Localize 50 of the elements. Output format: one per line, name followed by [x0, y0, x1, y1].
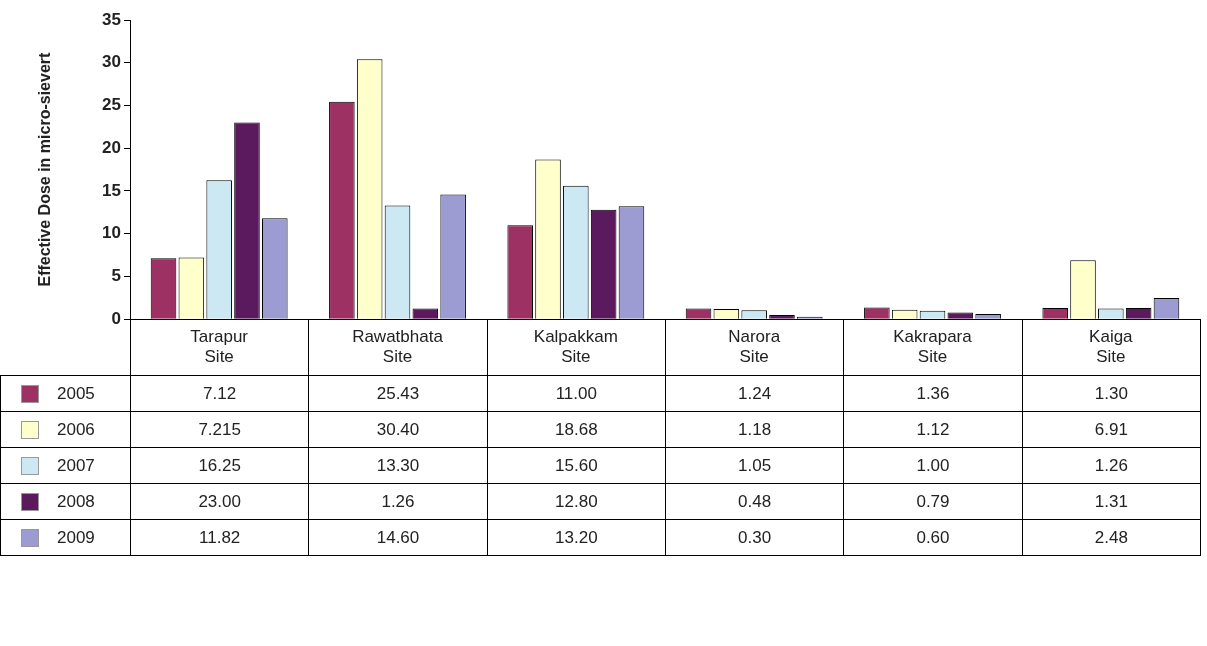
data-label: 6.91: [1022, 411, 1201, 448]
y-tick-label: 20: [102, 137, 121, 157]
x-tick-label: Narora Site: [728, 327, 781, 367]
data-label: 1.05: [665, 447, 844, 484]
data-label: 12.80: [487, 483, 666, 520]
x-tick-label: Kalpakkam Site: [533, 327, 618, 367]
data-label: 1.00: [843, 447, 1023, 484]
data-label: 18.68: [487, 411, 666, 448]
legend-label: 2009: [57, 527, 95, 547]
data-label: 14.60: [308, 519, 488, 556]
data-label: 23.00: [130, 483, 309, 520]
data-label: 1.30: [1022, 375, 1201, 412]
x-tick-label: Kaiga Site: [1089, 327, 1134, 367]
legend-label: 2007: [57, 455, 95, 475]
y-tick-label: 10: [102, 223, 121, 243]
data-label: 25.43: [308, 375, 488, 412]
x-tick-label: Rawatbhata Site: [352, 327, 444, 367]
data-label: 1.24: [665, 375, 844, 412]
data-label: 1.36: [843, 375, 1023, 412]
data-label: 1.18: [665, 411, 844, 448]
x-tick-label: Kakrapara Site: [893, 327, 973, 367]
y-tick-label: 30: [102, 52, 121, 72]
data-label: 1.26: [1022, 447, 1201, 484]
data-label: 11.00: [487, 375, 666, 412]
y-axis-title: Effective Dose in micro-sievert: [36, 52, 54, 287]
data-label: 13.20: [487, 519, 666, 556]
data-label: 16.25: [130, 447, 309, 484]
y-tick-label: 0: [111, 308, 121, 328]
data-label: 0.79: [843, 483, 1023, 520]
data-label: 0.60: [843, 519, 1023, 556]
data-label: 1.26: [308, 483, 488, 520]
x-tick-label: Tarapur Site: [190, 327, 249, 367]
data-label: 15.60: [487, 447, 666, 484]
legend-label: 2006: [57, 419, 95, 439]
data-label: 7.12: [130, 375, 309, 412]
data-label: 1.12: [843, 411, 1023, 448]
legend-label: 2008: [57, 491, 95, 511]
y-tick-label: 35: [102, 9, 121, 29]
legend-label: 2005: [57, 383, 95, 403]
data-label: 0.30: [665, 519, 844, 556]
data-label: 11.82: [130, 519, 309, 556]
y-tick-label: 5: [111, 266, 121, 286]
y-tick-label: 25: [102, 95, 121, 115]
data-label: 13.30: [308, 447, 488, 484]
data-label: 30.40: [308, 411, 488, 448]
data-label: 1.31: [1022, 483, 1201, 520]
y-tick-label: 15: [102, 180, 121, 200]
data-label: 2.48: [1022, 519, 1201, 556]
data-label: 7.215: [130, 411, 309, 448]
data-label: 0.48: [665, 483, 844, 520]
